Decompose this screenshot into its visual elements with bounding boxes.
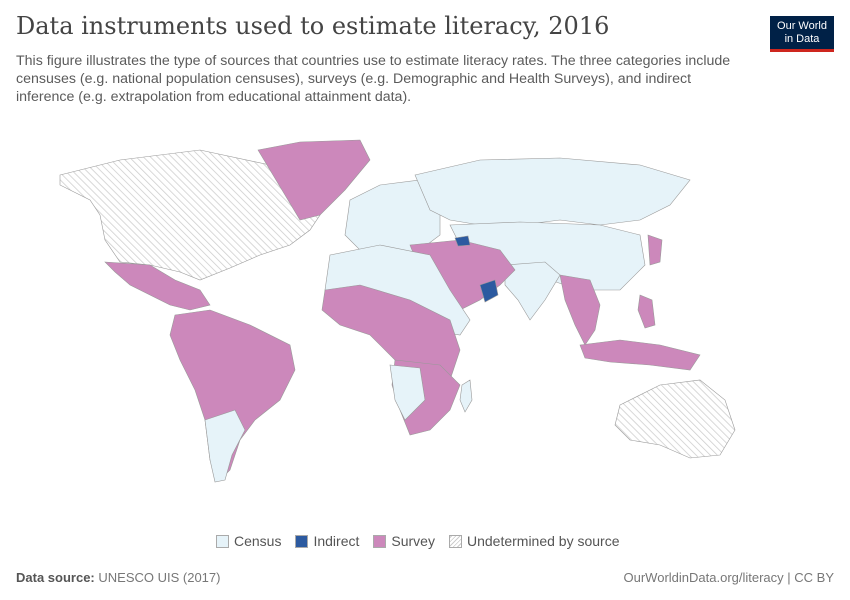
region-south-america[interactable] bbox=[169, 309, 296, 481]
chart-title: Data instruments used to estimate litera… bbox=[16, 12, 610, 40]
region-caucasus[interactable] bbox=[454, 235, 471, 247]
data-source: Data source: UNESCO UIS (2017) bbox=[16, 570, 221, 585]
region-russia[interactable] bbox=[414, 157, 691, 226]
region-madagascar[interactable] bbox=[459, 379, 473, 413]
region-oman[interactable] bbox=[479, 279, 499, 303]
region-philippines[interactable] bbox=[637, 294, 656, 329]
chart-subtitle: This figure illustrates the type of sour… bbox=[16, 53, 731, 105]
source-link[interactable]: OurWorldinData.org/literacy | CC BY bbox=[623, 570, 834, 585]
region-europe[interactable] bbox=[344, 179, 441, 256]
region-southern-cone[interactable] bbox=[204, 409, 246, 483]
world-map bbox=[59, 139, 736, 483]
region-southeast-asia[interactable] bbox=[559, 274, 601, 346]
owid-logo[interactable]: Our World in Data bbox=[770, 16, 834, 52]
legend: Census Indirect Survey Undetermined by s… bbox=[216, 533, 620, 549]
region-japan-korea[interactable] bbox=[647, 234, 663, 266]
legend-item-survey[interactable]: Survey bbox=[373, 533, 435, 549]
legend-item-indirect[interactable]: Indirect bbox=[295, 533, 359, 549]
region-australia[interactable] bbox=[614, 379, 736, 459]
region-mexico-central-america[interactable] bbox=[104, 261, 211, 311]
legend-item-undetermined[interactable]: Undetermined by source bbox=[448, 533, 620, 549]
legend-item-census[interactable]: Census bbox=[216, 533, 281, 549]
region-greenland[interactable] bbox=[257, 139, 371, 221]
region-indonesia[interactable] bbox=[579, 339, 701, 371]
region-india[interactable] bbox=[504, 261, 561, 321]
region-angola-namibia[interactable] bbox=[389, 364, 426, 421]
